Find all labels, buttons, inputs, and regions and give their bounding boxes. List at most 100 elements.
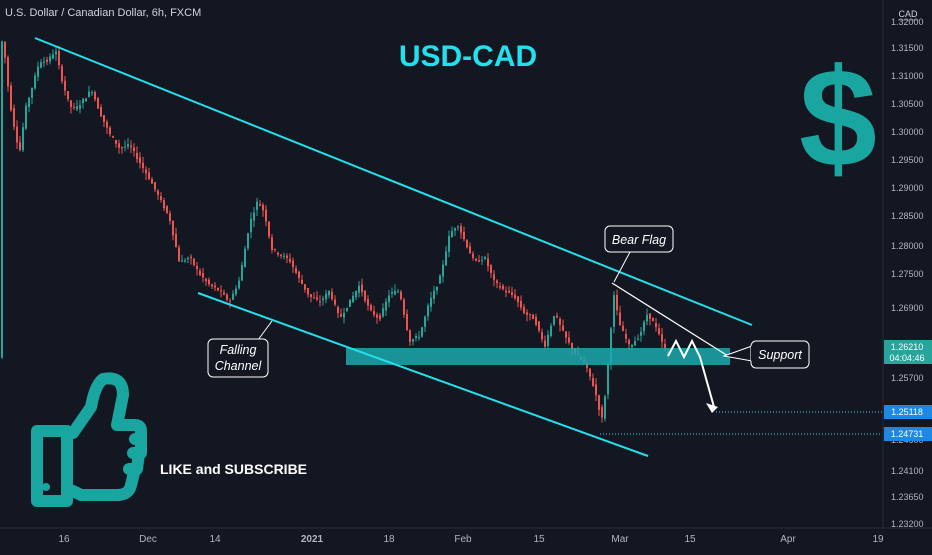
candle-body	[610, 328, 612, 365]
candle-body	[97, 98, 99, 109]
candle-body	[568, 337, 570, 343]
candle-body	[130, 145, 132, 148]
candle-body	[310, 294, 312, 298]
candle-body	[52, 54, 54, 59]
candle-body	[385, 301, 387, 311]
candle-body	[469, 246, 471, 254]
candle-body	[592, 378, 594, 387]
candle-body	[427, 305, 429, 317]
like-subscribe-text: LIKE and SUBSCRIBE	[160, 461, 307, 477]
candle-body	[136, 152, 138, 160]
candle-body	[550, 325, 552, 336]
time-tick-label: 16	[58, 534, 70, 545]
candle-body	[70, 100, 72, 107]
candle-body	[418, 337, 420, 339]
time-axis[interactable]: 16 Dec 14 2021 18 Feb 15 Mar 15 Apr 19	[0, 527, 932, 545]
candle-body	[1, 41, 3, 358]
candle-body	[169, 213, 171, 222]
candle-body	[115, 139, 117, 144]
candle-body	[640, 331, 642, 336]
candle-body	[46, 59, 48, 62]
candle-body	[25, 105, 27, 129]
price-tick-label: 1.23650	[891, 492, 924, 502]
candle-body	[262, 204, 264, 211]
price-axis[interactable]: CAD 1.320001.315001.310001.305001.300001…	[882, 0, 932, 529]
candle-body	[520, 300, 522, 308]
candle-body	[148, 172, 150, 180]
candle-body	[58, 50, 60, 66]
candle-body	[406, 314, 408, 330]
candle-body	[562, 325, 564, 331]
candle-body	[106, 121, 108, 128]
candle-body	[61, 66, 63, 82]
candle-body	[187, 258, 189, 260]
candle-body	[412, 339, 414, 342]
candle-body	[649, 313, 651, 319]
projection-path	[667, 338, 715, 408]
support-label: Support	[758, 348, 802, 362]
price-tick-label: 1.28500	[891, 211, 924, 221]
axis-currency: CAD	[898, 9, 918, 19]
candle-body	[220, 290, 222, 292]
price-tick-label: 1.31500	[891, 43, 924, 53]
price-tick-label: 1.28000	[891, 241, 924, 251]
candle-body	[298, 271, 300, 278]
support-zone	[346, 348, 730, 365]
candle-body	[217, 287, 219, 291]
candle-body	[586, 362, 588, 369]
candle-body	[358, 285, 360, 293]
candle-body	[643, 321, 645, 332]
candle-body	[538, 321, 540, 331]
candle-body	[658, 328, 660, 334]
candle-body	[34, 75, 36, 89]
candle-body	[247, 233, 249, 249]
candle-body	[601, 407, 603, 418]
candle-body	[292, 260, 294, 268]
candle-body	[487, 258, 489, 267]
candle-body	[337, 307, 339, 314]
candle-body	[424, 316, 426, 327]
candle-body	[442, 264, 444, 277]
candle-body	[208, 279, 210, 285]
candle-body	[142, 162, 144, 169]
candle-body	[511, 292, 513, 295]
candle-body	[622, 325, 624, 331]
candle-body	[397, 291, 399, 293]
svg-text:$: $	[799, 39, 877, 196]
candle-body	[16, 126, 18, 143]
candle-body	[166, 205, 168, 213]
candle-body	[55, 51, 57, 55]
candle-body	[127, 144, 129, 147]
candle-body	[94, 92, 96, 100]
candle-body	[547, 334, 549, 346]
channel-upper-line[interactable]	[34, 37, 753, 326]
price-tick-label: 1.32000	[891, 17, 924, 27]
candle-body	[100, 106, 102, 117]
candle-body	[523, 306, 525, 314]
time-tick-label: 15	[533, 534, 545, 545]
candle-body	[598, 395, 600, 410]
candle-body	[280, 254, 282, 256]
candle-body	[502, 285, 504, 290]
candle-body	[325, 293, 327, 300]
candle-body	[22, 127, 24, 151]
target1-tag	[884, 405, 932, 419]
candle-body	[37, 66, 39, 77]
channel-lower-line[interactable]	[197, 292, 649, 457]
candle-body	[340, 314, 342, 317]
candle-body	[439, 275, 441, 284]
candle-body	[565, 331, 567, 338]
candle-body	[346, 307, 348, 311]
candle-body	[328, 290, 330, 296]
candle-body	[613, 295, 615, 327]
flag-upper-line[interactable]	[611, 282, 729, 357]
candle-body	[430, 297, 432, 307]
candle-body	[355, 291, 357, 297]
candle-body	[364, 290, 366, 301]
candle-body	[313, 297, 315, 299]
price-tick-label: 1.30000	[891, 127, 924, 137]
candle-body	[553, 316, 555, 325]
candle-body	[43, 61, 45, 63]
candle-body	[295, 268, 297, 273]
